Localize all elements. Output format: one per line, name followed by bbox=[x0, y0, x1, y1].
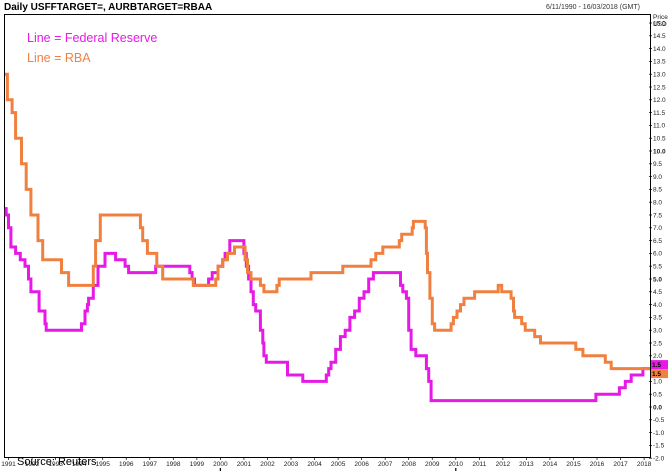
y-tick-label: -1.5 bbox=[653, 443, 665, 450]
series-line-federal-reserve bbox=[4, 207, 650, 403]
y-tick-label: 8.5 bbox=[653, 187, 662, 194]
end-marker-federal-reserve bbox=[651, 360, 668, 370]
y-tick-label: 4.5 bbox=[653, 289, 662, 296]
y-tick-label: 10.5 bbox=[653, 136, 666, 143]
y-tick-label: 7.5 bbox=[653, 212, 662, 219]
y-tick-label: -2.0 bbox=[653, 456, 665, 463]
x-tick-label: 2013 bbox=[519, 461, 534, 468]
x-tick-label: 1991 bbox=[1, 461, 16, 468]
y-tick-label: 12.5 bbox=[653, 84, 666, 91]
y-tick-label: 10.0 bbox=[653, 148, 666, 155]
x-tick-label: 2007 bbox=[378, 461, 393, 468]
x-tick-label: 2012 bbox=[496, 461, 511, 468]
x-tick-label: 1993 bbox=[48, 461, 63, 468]
x-tick-label: 2004 bbox=[307, 461, 322, 468]
y-tick-label: 9.0 bbox=[653, 174, 662, 181]
y-tick-label: 6.5 bbox=[653, 238, 662, 245]
chart-date-range: 6/11/1990 - 16/03/2018 (GMT) bbox=[546, 4, 640, 11]
y-tick-label: -1.0 bbox=[653, 430, 665, 437]
y-tick-label: 2.5 bbox=[653, 340, 662, 347]
x-tick-label: 1998 bbox=[166, 461, 181, 468]
y-tick-label: 14.0 bbox=[653, 46, 666, 53]
y-tick-label: 11.0 bbox=[653, 123, 666, 130]
y-axis-unit-label: USD bbox=[653, 21, 667, 28]
x-tick-label: 2009 bbox=[425, 461, 440, 468]
y-tick-label: -0.5 bbox=[653, 417, 665, 424]
x-tick-label: 1994 bbox=[72, 461, 87, 468]
y-tick-label: 5.5 bbox=[653, 264, 662, 271]
legend: Line = Federal Reserve Line = RBA bbox=[27, 31, 157, 65]
end-labels: 1.51.5 bbox=[651, 360, 668, 379]
y-tick-label: 6.0 bbox=[653, 251, 662, 258]
x-tick-label: 2017 bbox=[613, 461, 628, 468]
end-value-rba: 1.5 bbox=[652, 371, 661, 378]
x-tick-label: 2010 bbox=[449, 461, 464, 468]
x-tick-label: 1995 bbox=[95, 461, 110, 468]
y-tick-label: 5.0 bbox=[653, 276, 662, 283]
legend-label-federal-reserve: Line = Federal Reserve bbox=[27, 31, 157, 45]
x-tick-label: 2001 bbox=[237, 461, 252, 468]
x-tick-label: 2011 bbox=[472, 461, 486, 468]
x-tick-label: 1992 bbox=[25, 461, 40, 468]
x-tick-label: 2018 bbox=[637, 461, 652, 468]
end-value-federal-reserve: 1.5 bbox=[652, 362, 661, 369]
series-layer bbox=[4, 72, 650, 403]
source-note: Source: Reuters bbox=[17, 456, 97, 468]
series-line-rba bbox=[5, 72, 650, 371]
x-tick-label: 1996 bbox=[119, 461, 134, 468]
y-tick-label: 7.0 bbox=[653, 225, 662, 232]
y-tick-label: 14.5 bbox=[653, 33, 666, 40]
y-tick-label: 12.0 bbox=[653, 97, 666, 104]
y-tick-label: 15.0 bbox=[653, 20, 666, 27]
chart-header-title: Daily USFFTARGET=, AURBTARGET=RBAA bbox=[4, 2, 212, 13]
x-tick-label: 1999 bbox=[190, 461, 205, 468]
y-tick-label: 13.5 bbox=[653, 59, 666, 66]
x-tick-label: 2016 bbox=[590, 461, 605, 468]
x-tick-label: 2005 bbox=[331, 461, 346, 468]
x-tick-label: 2002 bbox=[260, 461, 275, 468]
x-tick-label: 2003 bbox=[284, 461, 299, 468]
y-tick-label: 3.0 bbox=[653, 328, 662, 335]
y-tick-label: 13.0 bbox=[653, 72, 666, 79]
x-tick-label: 2014 bbox=[543, 461, 558, 468]
plot-frame bbox=[4, 14, 651, 458]
y-tick-label: 2.0 bbox=[653, 353, 662, 360]
y-tick-label: 3.5 bbox=[653, 315, 662, 322]
y-tick-label: 11.5 bbox=[653, 110, 666, 117]
x-tick-label: 2006 bbox=[354, 461, 369, 468]
y-tick-label: 1.0 bbox=[653, 379, 662, 386]
x-tick-label: 1997 bbox=[143, 461, 158, 468]
y-axis-unit-label: Price bbox=[653, 14, 668, 21]
x-tick-label: 2015 bbox=[566, 461, 581, 468]
x-axis: 1991 1992 1993 1994 1995 1996 1997 1998 1999 2000… bbox=[1, 457, 652, 471]
legend-label-rba: Line = RBA bbox=[27, 51, 91, 65]
end-marker-rba bbox=[651, 369, 668, 379]
y-tick-label: 0.5 bbox=[653, 392, 662, 399]
y-tick-label: 9.5 bbox=[653, 161, 662, 168]
y-tick-label: 0.0 bbox=[653, 404, 662, 411]
y-tick-label: 8.0 bbox=[653, 200, 662, 207]
x-tick-label: 2000 bbox=[213, 461, 228, 468]
y-tick-label: 4.0 bbox=[653, 302, 662, 309]
x-tick-label: 2008 bbox=[401, 461, 416, 468]
